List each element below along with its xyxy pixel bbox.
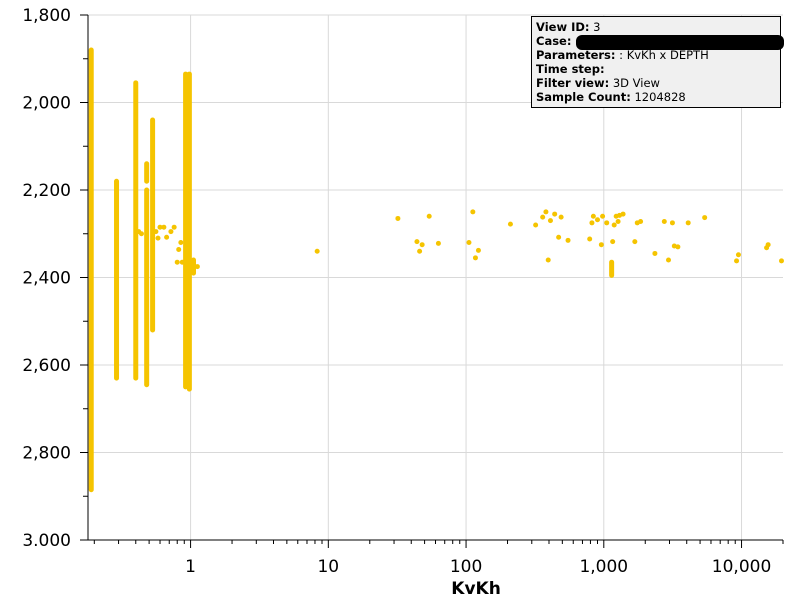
data-point — [179, 259, 185, 265]
data-point — [540, 214, 546, 220]
data-point — [589, 220, 595, 226]
data-point — [652, 250, 658, 256]
data-point — [395, 215, 401, 221]
data-point — [194, 264, 200, 270]
data-point — [164, 234, 170, 240]
data-point — [565, 237, 571, 243]
data-point — [157, 224, 163, 230]
info-row: View ID: 3 — [536, 20, 776, 34]
y-tick-label: 2,400 — [22, 269, 71, 289]
data-point — [171, 224, 177, 230]
data-point — [543, 209, 549, 215]
info-row: Time step: — [536, 62, 776, 76]
x-tick-label: 1 — [185, 557, 196, 577]
info-row: Case: — [536, 34, 776, 48]
y-tick-label: 1,800 — [22, 6, 71, 26]
data-point — [587, 236, 593, 242]
info-key: View ID: — [536, 20, 590, 34]
x-tick-label: 10,000 — [712, 557, 771, 577]
data-point — [638, 219, 644, 224]
data-point — [470, 209, 476, 215]
info-key: Case: — [536, 34, 572, 48]
data-point — [435, 240, 441, 246]
data-point — [174, 259, 180, 265]
y-tick-label: 2,200 — [22, 181, 71, 201]
data-point — [702, 215, 708, 221]
data-point — [765, 242, 771, 248]
data-point — [778, 258, 784, 264]
data-point — [590, 213, 596, 219]
info-row: Filter view: 3D View — [536, 76, 776, 90]
y-tick-label: 3.000 — [22, 531, 71, 551]
redaction-bar — [576, 35, 784, 50]
data-point — [604, 220, 610, 226]
data-point — [178, 240, 184, 245]
data-point — [594, 217, 600, 223]
data-point — [620, 211, 626, 217]
x-tick-label: 100 — [450, 557, 482, 577]
data-point — [552, 211, 558, 217]
info-key: Sample Count: — [536, 90, 631, 104]
data-point — [556, 234, 562, 240]
data-point — [153, 229, 159, 235]
data-point — [669, 220, 675, 226]
x-tick-label: 10 — [317, 557, 339, 577]
data-point — [600, 213, 606, 219]
info-key: Time step: — [536, 62, 605, 76]
data-bands — [88, 47, 615, 493]
data-point — [414, 239, 420, 245]
data-point — [547, 218, 553, 224]
info-value: 1204828 — [630, 90, 686, 104]
x-tick-label: 1,000 — [579, 557, 628, 577]
info-legend-box: View ID: 3 Case: Parameters: : KvKh x DEPT… — [531, 16, 781, 108]
data-point — [610, 239, 616, 245]
data-point — [466, 240, 472, 245]
data-point — [734, 258, 740, 264]
data-point — [533, 222, 539, 228]
x-axis-title: KvKh — [451, 579, 501, 599]
data-point — [666, 257, 672, 263]
data-point — [417, 248, 423, 254]
data-point — [161, 224, 167, 230]
data-point — [475, 247, 481, 253]
data-point — [507, 221, 513, 227]
info-value: 3 — [589, 20, 601, 34]
data-point — [155, 235, 161, 241]
data-point — [314, 248, 320, 254]
data-point — [685, 220, 691, 226]
info-value: 3D View — [609, 76, 660, 90]
data-point — [426, 213, 432, 219]
info-row: Sample Count: 1204828 — [536, 90, 776, 104]
y-tick-label: 2,600 — [22, 356, 71, 376]
info-key: Filter view: — [536, 76, 610, 90]
info-key: Parameters: — [536, 48, 616, 62]
data-point — [138, 231, 144, 237]
info-value: : KvKh x DEPTH — [615, 48, 709, 62]
data-point — [176, 247, 182, 252]
data-point — [598, 242, 604, 248]
y-tick-label: 2,800 — [22, 444, 71, 464]
y-tick-label: 2,000 — [22, 94, 71, 114]
info-row: Parameters: : KvKh x DEPTH — [536, 48, 776, 62]
data-point — [632, 239, 638, 245]
data-point — [615, 219, 621, 224]
data-point — [675, 244, 681, 250]
data-point — [611, 222, 617, 228]
data-point — [661, 219, 667, 224]
axes: 1,800 2,000 2,200 2,400 2,600 2,800 3.000 1 10 10… — [22, 6, 784, 577]
data-point — [558, 214, 564, 220]
data-point — [735, 252, 741, 258]
data-point — [168, 229, 174, 235]
data-points — [136, 209, 784, 270]
data-point — [419, 242, 425, 248]
data-point — [472, 255, 478, 261]
data-point — [545, 257, 551, 263]
